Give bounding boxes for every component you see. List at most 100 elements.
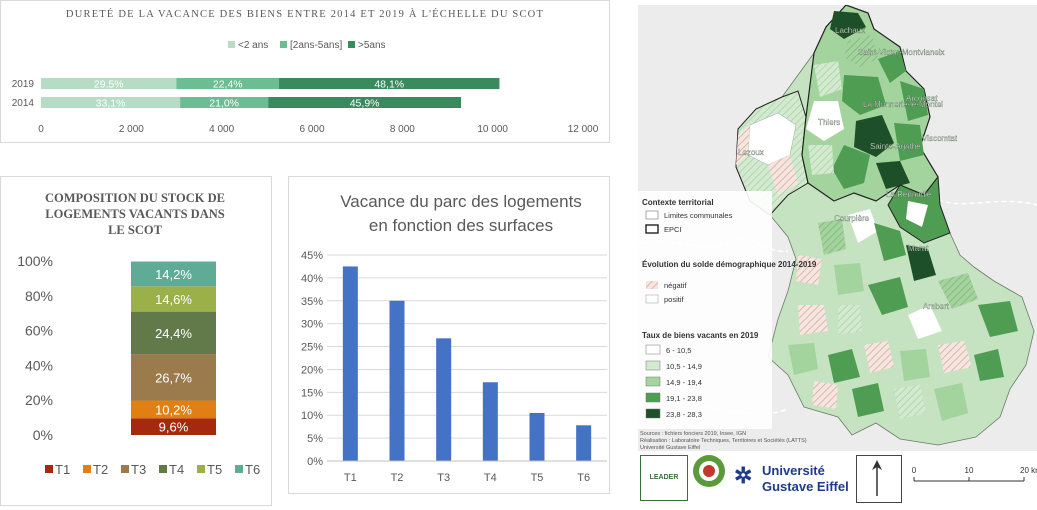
surfaces-bar-t3: [436, 338, 452, 461]
composition-data-label: 9,6%: [159, 420, 189, 435]
duration-x-tick-label: 2 000: [119, 124, 144, 135]
map-source-line: Sources : fichiers fonciers 2019, Insee,…: [640, 431, 746, 437]
duration-legend-swatch: [280, 41, 287, 48]
duration-data-label: 29,5%: [94, 79, 124, 91]
legend-positive-label: positif: [664, 295, 685, 304]
vacancy-map: Lachaux Saint-Victor-Montvianeix Arconsat L…: [638, 5, 1037, 506]
duration-bar-segment: [180, 97, 269, 108]
surfaces-y-tick-label: 40%: [301, 273, 323, 285]
composition-title-line: COMPOSITION DU STOCK DE: [45, 191, 225, 205]
surfaces-y-tick-label: 30%: [301, 319, 323, 331]
duration-x-tick-label: 4 000: [209, 124, 234, 135]
duration-category-label: 2019: [12, 79, 35, 90]
legend-negative-swatch: [646, 281, 658, 289]
surfaces-bar-t2: [389, 300, 405, 461]
surfaces-title-line: Vacance du parc des logements: [340, 192, 582, 211]
composition-legend-label: T1: [55, 462, 70, 477]
surfaces-y-tick-label: 20%: [301, 364, 323, 376]
legend-class-label: 19,1 - 23,8: [666, 394, 702, 403]
legend-epci-label: EPCI: [664, 225, 682, 234]
duration-bar-segment: [41, 97, 181, 108]
composition-legend-swatch: [159, 465, 167, 473]
map-place-label: Thiers: [818, 118, 840, 127]
surfaces-y-tick-label: 5%: [307, 433, 323, 445]
composition-y-tick-label: 100%: [17, 253, 53, 269]
composition-segment-t2: [131, 400, 216, 419]
university-name-1: Université: [762, 463, 825, 478]
duration-bar-segment: [41, 78, 177, 89]
duration-legend-label: >5ans: [358, 40, 386, 51]
legend-class-swatch: [645, 360, 661, 371]
legend-section-title: Évolution du solde démographique 2014-20…: [642, 260, 817, 269]
duration-legend-label: [2ans-5ans]: [290, 40, 342, 51]
surfaces-x-tick-label: T3: [437, 472, 450, 484]
legend-negative-label: négatif: [664, 281, 687, 290]
surfaces-bar-t5: [529, 412, 545, 461]
north-arrow-icon: [856, 455, 902, 503]
composition-chart-title: COMPOSITION DU STOCK DE LOGEMENTS VACANTS…: [45, 191, 225, 237]
leader-logo: LEADER: [640, 455, 688, 501]
scale-label-0: 0: [912, 466, 917, 475]
composition-title-line: LOGEMENTS VACANTS DANS: [45, 207, 224, 221]
duration-bar-segment: [279, 78, 500, 89]
composition-y-tick-label: 20%: [25, 392, 53, 408]
composition-legend-label: T3: [131, 462, 146, 477]
composition-y-tick-label: 60%: [25, 323, 53, 339]
surfaces-bar-t1: [342, 266, 358, 461]
map-place-label: Courpière: [834, 214, 870, 223]
map-place-label: Marat: [908, 244, 929, 253]
legend-class-swatch: [645, 392, 661, 403]
map-place-label: Lezoux: [738, 148, 764, 157]
map-place-label: Lachaux: [835, 26, 865, 35]
map-footer: LEADER ✲ Université Gustave Eiffel 0 10 …: [638, 451, 1037, 506]
composition-segment-t5: [131, 286, 216, 312]
duration-data-label: 33,1%: [96, 98, 126, 110]
legend-class-swatch: [645, 376, 661, 387]
map-source-line: Réalisation : Laboratoire Techniques, Te…: [640, 438, 807, 444]
composition-data-label: 26,7%: [155, 370, 192, 385]
composition-chart: COMPOSITION DU STOCK DE LOGEMENTS VACANTS…: [17, 191, 260, 477]
duration-chart: DURETÉ DE LA VACANCE DES BIENS ENTRE 201…: [12, 8, 599, 135]
surfaces-y-tick-label: 35%: [301, 296, 323, 308]
surfaces-axes: 0% 5% 10% 15% 20% 25% 30% 35% 40% 45% T1 T2 T3 T4 T5 T6: [301, 250, 607, 484]
duration-chart-panel: DURETÉ DE LA VACANCE DES BIENS ENTRE 201…: [0, 0, 610, 143]
surfaces-y-tick-label: 25%: [301, 342, 323, 354]
legend-section-title: Taux de biens vacants en 2019: [642, 331, 759, 340]
surfaces-y-tick-label: 15%: [301, 387, 323, 399]
duration-x-tick-label: 8 000: [390, 124, 415, 135]
map-place-label: Viscomtat: [922, 134, 958, 143]
duration-x-tick-label: 6 000: [299, 124, 324, 135]
duration-legend-swatch: [228, 41, 235, 48]
composition-legend-label: T6: [245, 462, 260, 477]
composition-title-line: LE SCOT: [108, 223, 163, 237]
map-place-labels: LachauxSaint-Victor-MontvianeixArconsatL…: [738, 26, 958, 311]
composition-segment-t4: [131, 311, 216, 355]
duration-x-axis: 0 2 000 4 000 6 000 8 000 10 000 12 000: [38, 124, 599, 135]
legend-epci-swatch: [645, 224, 659, 234]
composition-segment-t3: [131, 354, 216, 401]
composition-data-label: 14,2%: [155, 267, 192, 282]
map-place-label: Sainte-Agathe: [870, 142, 921, 151]
map-place-label: La Monnerie-le-Montel: [863, 100, 943, 109]
surfaces-bar-t4: [482, 382, 498, 461]
composition-legend-swatch: [121, 465, 129, 473]
legend-class-label: 10,5 - 14,9: [666, 362, 702, 371]
duration-legend: <2 ans [2ans-5ans] >5ans: [228, 40, 386, 51]
scale-bar: 0 10 20 km: [912, 466, 1037, 482]
surfaces-y-tick-label: 0%: [307, 456, 323, 468]
surfaces-chart-panel: Vacance du parc des logements en fonction…: [288, 176, 610, 494]
duration-category-label: 2014: [12, 98, 35, 109]
map-place-label: La Renaudie: [886, 190, 932, 199]
composition-data-label: 14,6%: [155, 292, 192, 307]
composition-y-tick-label: 0%: [33, 427, 53, 443]
duration-x-tick-label: 0: [38, 124, 44, 135]
legend-positive-swatch: [645, 294, 659, 304]
legend-limits-swatch: [645, 210, 659, 220]
composition-bar: 9,6% 10,2% 26,7% 24,4% 14,6% 14,2%: [131, 261, 216, 435]
surfaces-bars: [342, 266, 592, 461]
surfaces-x-tick-label: T5: [531, 472, 544, 484]
surfaces-chart: Vacance du parc des logements en fonction…: [301, 192, 607, 484]
map-legend: Contexte territorial Limites communales EP…: [638, 191, 817, 451]
composition-y-tick-label: 80%: [25, 288, 53, 304]
duration-data-label: 48,1%: [374, 79, 404, 91]
